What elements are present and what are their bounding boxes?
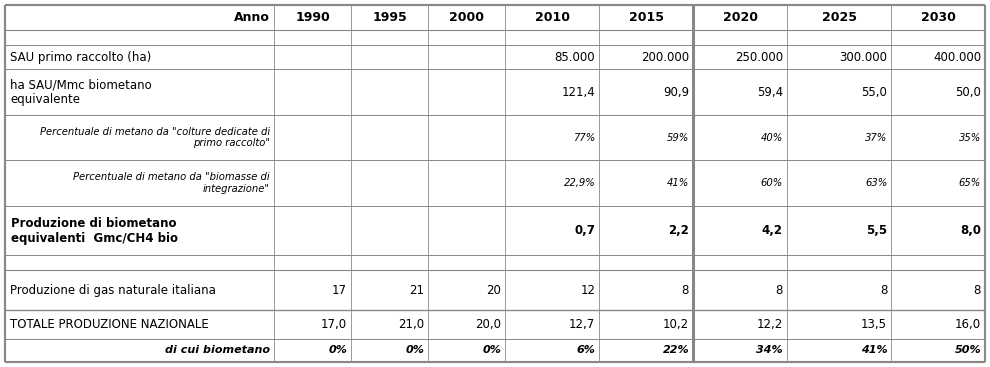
Text: 8,0: 8,0 [960, 224, 981, 237]
Text: 12,7: 12,7 [569, 318, 595, 331]
Text: 41%: 41% [860, 345, 887, 355]
Text: 12,2: 12,2 [756, 318, 783, 331]
Text: Produzione di gas naturale italiana: Produzione di gas naturale italiana [10, 284, 216, 297]
Text: 65%: 65% [958, 178, 981, 188]
Text: 8: 8 [682, 284, 689, 297]
Text: 5,5: 5,5 [866, 224, 887, 237]
Text: 12: 12 [580, 284, 595, 297]
Text: 63%: 63% [865, 178, 887, 188]
Text: 2030: 2030 [921, 11, 955, 24]
Text: 1995: 1995 [372, 11, 407, 24]
Text: Anno: Anno [234, 11, 270, 24]
Text: Percentuale di metano da "colture dedicate di
primo raccolto": Percentuale di metano da "colture dedica… [40, 127, 270, 148]
Text: 2025: 2025 [822, 11, 856, 24]
Text: 0%: 0% [482, 345, 501, 355]
Text: 37%: 37% [865, 132, 887, 143]
Text: 35%: 35% [958, 132, 981, 143]
Text: 34%: 34% [756, 345, 783, 355]
Text: 6%: 6% [576, 345, 595, 355]
Text: 21: 21 [409, 284, 425, 297]
Text: 300.000: 300.000 [840, 51, 887, 63]
Text: 2000: 2000 [449, 11, 484, 24]
Text: 20: 20 [486, 284, 501, 297]
Text: 60%: 60% [760, 178, 783, 188]
Text: SAU primo raccolto (ha): SAU primo raccolto (ha) [10, 51, 151, 63]
Text: 10,2: 10,2 [663, 318, 689, 331]
Text: 8: 8 [880, 284, 887, 297]
Text: 59,4: 59,4 [756, 86, 783, 99]
Text: 121,4: 121,4 [561, 86, 595, 99]
Text: 21,0: 21,0 [398, 318, 425, 331]
Text: 22%: 22% [662, 345, 689, 355]
Text: 250.000: 250.000 [735, 51, 783, 63]
Text: 50,0: 50,0 [955, 86, 981, 99]
Text: 200.000: 200.000 [641, 51, 689, 63]
Text: 17: 17 [332, 284, 347, 297]
Text: Produzione di biometano
equivalenti  Gmc/CH4 bio: Produzione di biometano equivalenti Gmc/… [11, 217, 178, 244]
Text: 77%: 77% [573, 132, 595, 143]
Text: 8: 8 [973, 284, 981, 297]
Text: Percentuale di metano da "biomasse di
integrazione": Percentuale di metano da "biomasse di in… [73, 172, 270, 194]
Text: 13,5: 13,5 [861, 318, 887, 331]
Text: 400.000: 400.000 [933, 51, 981, 63]
Text: TOTALE PRODUZIONE NAZIONALE: TOTALE PRODUZIONE NAZIONALE [10, 318, 209, 331]
Text: 55,0: 55,0 [861, 86, 887, 99]
Text: 4,2: 4,2 [762, 224, 783, 237]
Text: 20,0: 20,0 [475, 318, 501, 331]
Text: 85.000: 85.000 [554, 51, 595, 63]
Text: 22,9%: 22,9% [563, 178, 595, 188]
Text: 17,0: 17,0 [321, 318, 347, 331]
Text: 8: 8 [775, 284, 783, 297]
Text: 16,0: 16,0 [955, 318, 981, 331]
Text: 2015: 2015 [629, 11, 663, 24]
Text: 1990: 1990 [295, 11, 330, 24]
Text: 2,2: 2,2 [668, 224, 689, 237]
Text: 0%: 0% [329, 345, 347, 355]
Text: 40%: 40% [760, 132, 783, 143]
Text: 0%: 0% [405, 345, 425, 355]
Text: 0,7: 0,7 [574, 224, 595, 237]
Text: ha SAU/Mmc biometano
equivalente: ha SAU/Mmc biometano equivalente [10, 78, 151, 106]
Text: 2020: 2020 [723, 11, 757, 24]
Text: 50%: 50% [954, 345, 981, 355]
Text: 59%: 59% [667, 132, 689, 143]
Text: 90,9: 90,9 [663, 86, 689, 99]
Text: 2010: 2010 [535, 11, 570, 24]
Text: 41%: 41% [667, 178, 689, 188]
Text: di cui biometano: di cui biometano [165, 345, 270, 355]
